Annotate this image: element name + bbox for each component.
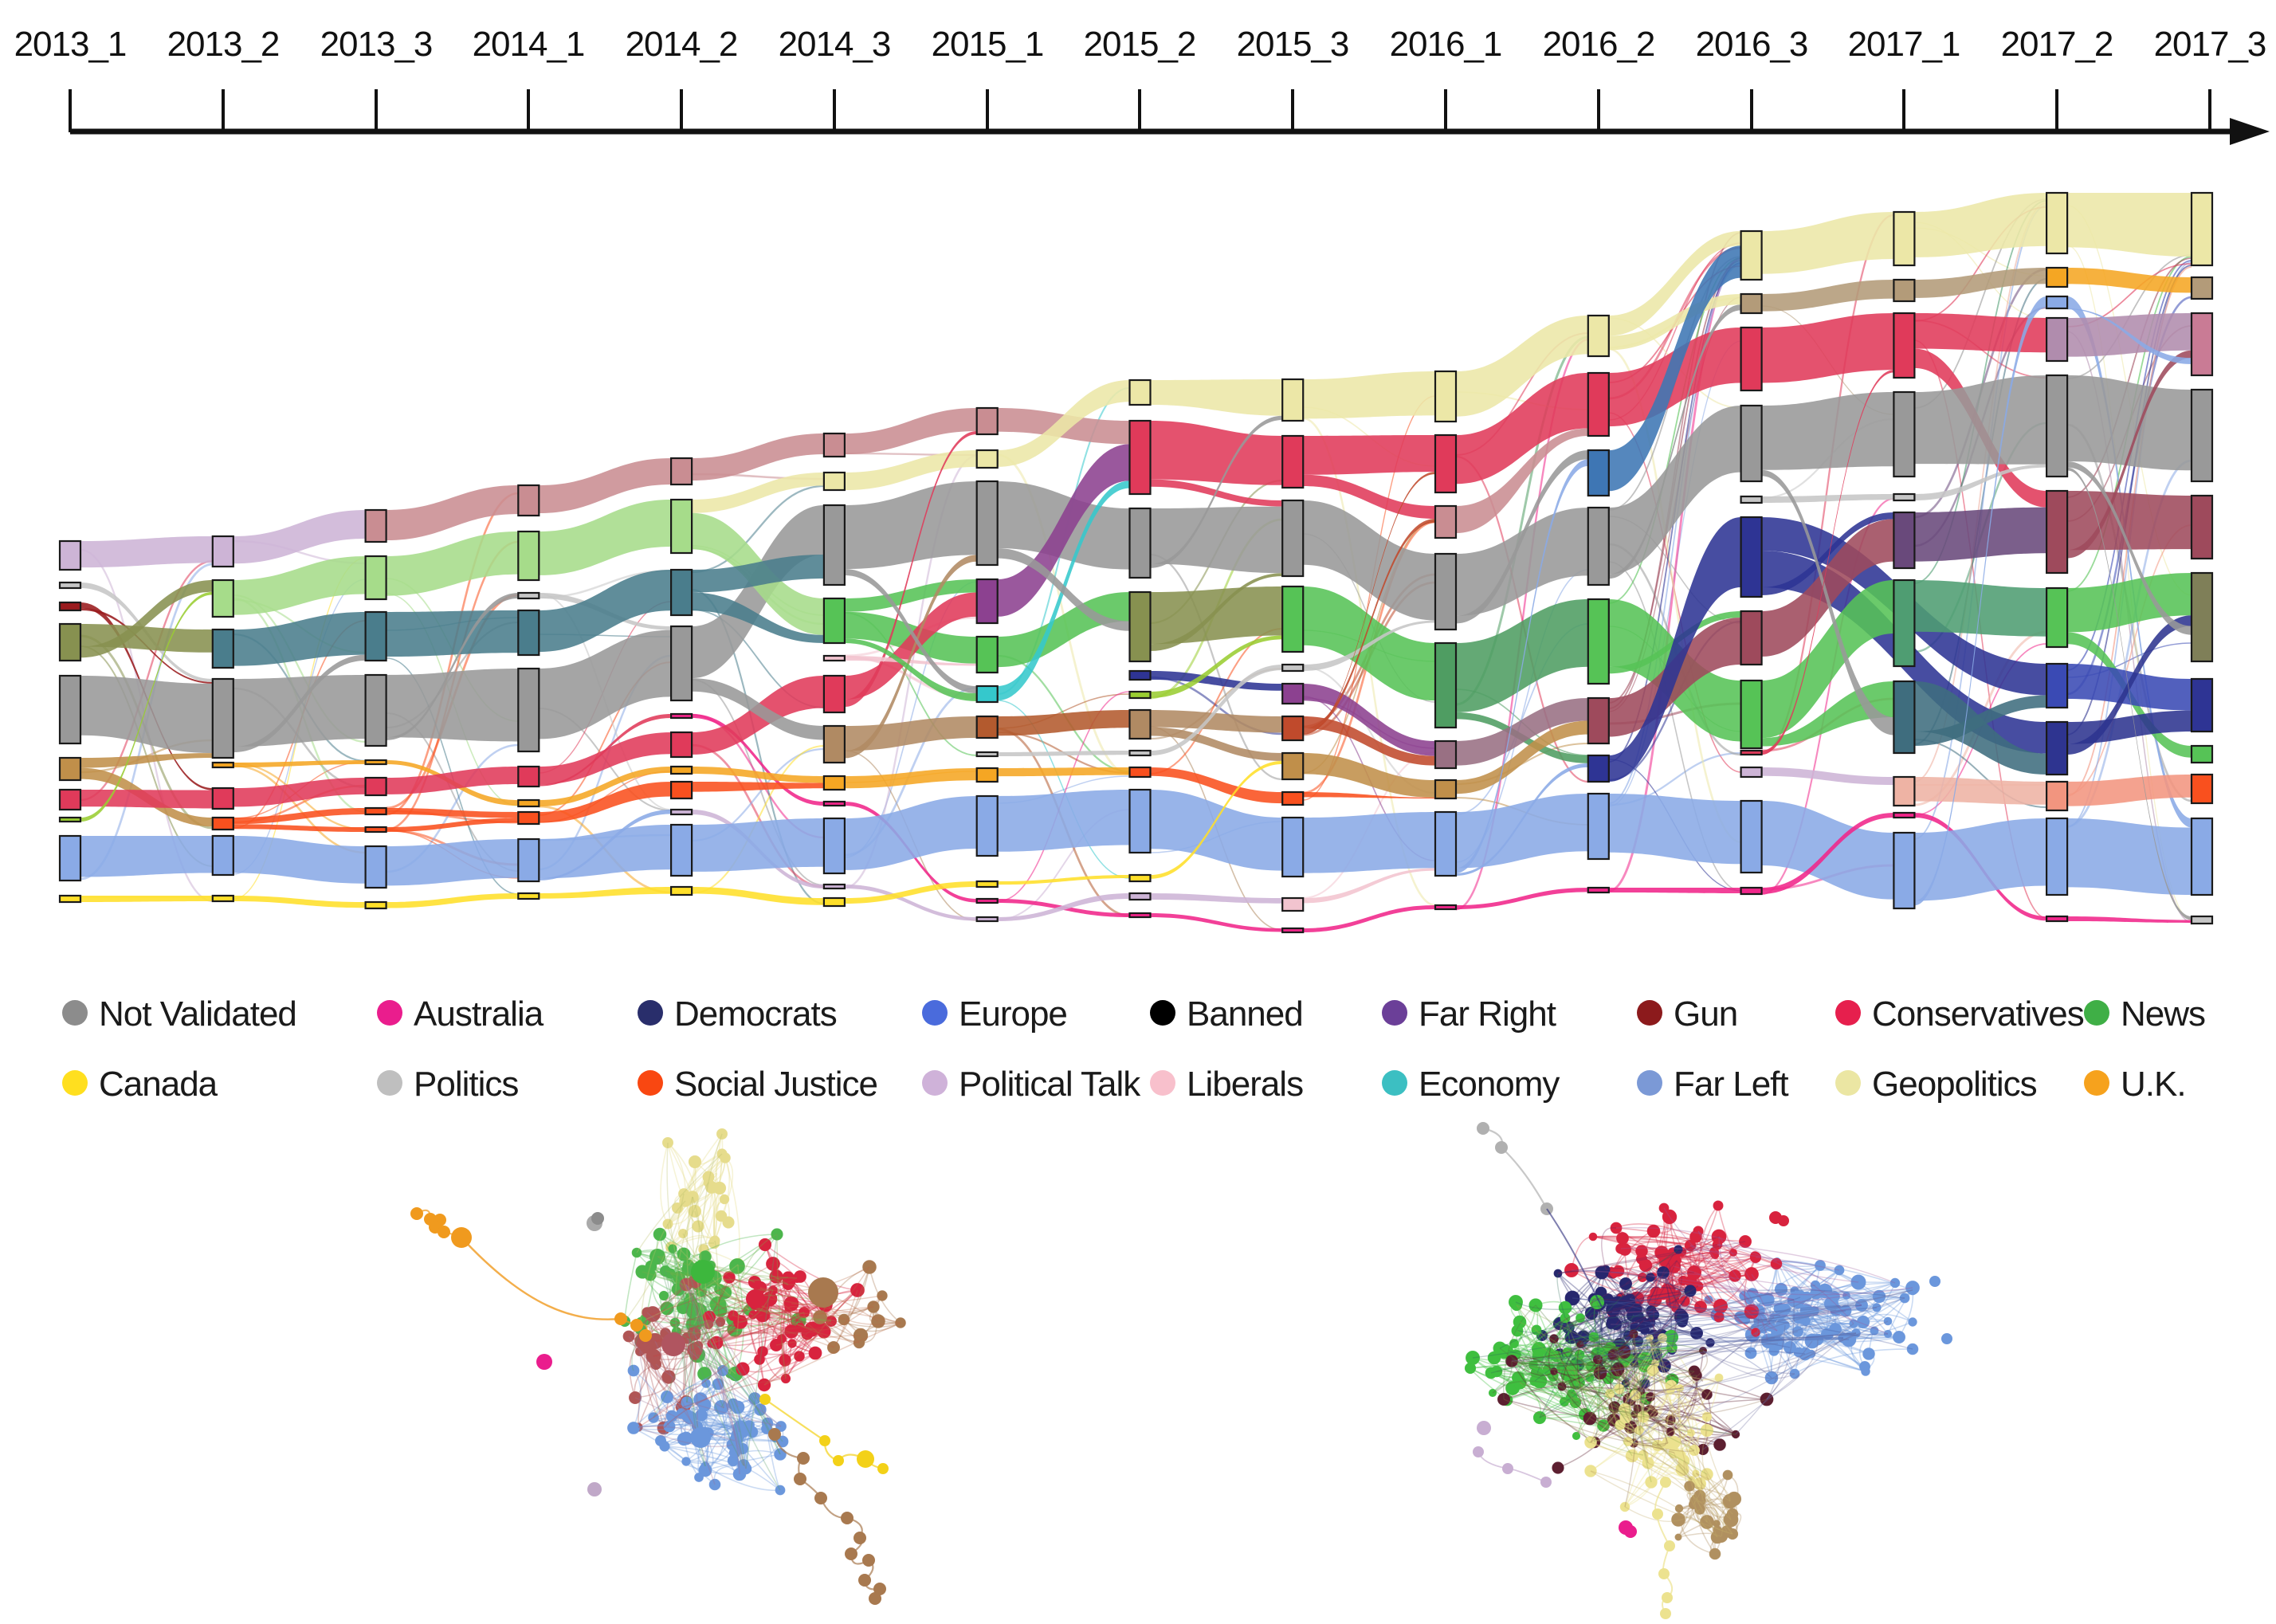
svg-text:Democrats: Democrats — [674, 994, 837, 1034]
svg-text:Australia: Australia — [414, 994, 544, 1034]
svg-text:2014_1: 2014_1 — [473, 25, 585, 64]
svg-text:Europe: Europe — [959, 994, 1067, 1034]
svg-text:Conservatives: Conservatives — [1872, 994, 2084, 1034]
svg-text:Political Talk: Political Talk — [959, 1065, 1141, 1104]
svg-text:2015_1: 2015_1 — [932, 25, 1044, 64]
svg-text:2013_3: 2013_3 — [320, 25, 433, 64]
svg-text:2014_3: 2014_3 — [779, 25, 891, 64]
svg-text:2013_2: 2013_2 — [167, 25, 280, 64]
svg-text:2014_2: 2014_2 — [626, 25, 738, 64]
svg-text:Far Right: Far Right — [1419, 994, 1556, 1034]
svg-text:2016_1: 2016_1 — [1390, 25, 1502, 64]
svg-text:Not Validated: Not Validated — [99, 994, 296, 1034]
svg-text:Geopolitics: Geopolitics — [1872, 1065, 2037, 1104]
svg-text:Canada: Canada — [99, 1065, 218, 1104]
svg-text:2013_1: 2013_1 — [14, 25, 127, 64]
svg-text:2015_2: 2015_2 — [1084, 25, 1196, 64]
svg-text:2016_3: 2016_3 — [1696, 25, 1808, 64]
svg-text:Far Left: Far Left — [1674, 1065, 1788, 1104]
svg-text:Liberals: Liberals — [1187, 1065, 1303, 1104]
svg-text:Social Justice: Social Justice — [674, 1065, 877, 1104]
svg-text:Politics: Politics — [414, 1065, 518, 1104]
svg-text:2017_3: 2017_3 — [2154, 25, 2266, 64]
svg-text:2016_2: 2016_2 — [1543, 25, 1655, 64]
svg-text:U.K.: U.K. — [2121, 1065, 2186, 1104]
svg-text:Gun: Gun — [1674, 994, 1737, 1034]
svg-text:Banned: Banned — [1187, 994, 1303, 1034]
svg-text:Economy: Economy — [1419, 1065, 1560, 1104]
svg-text:2017_2: 2017_2 — [2001, 25, 2113, 64]
svg-text:News: News — [2121, 994, 2205, 1034]
svg-text:2015_3: 2015_3 — [1237, 25, 1349, 64]
svg-text:2017_1: 2017_1 — [1848, 25, 1960, 64]
